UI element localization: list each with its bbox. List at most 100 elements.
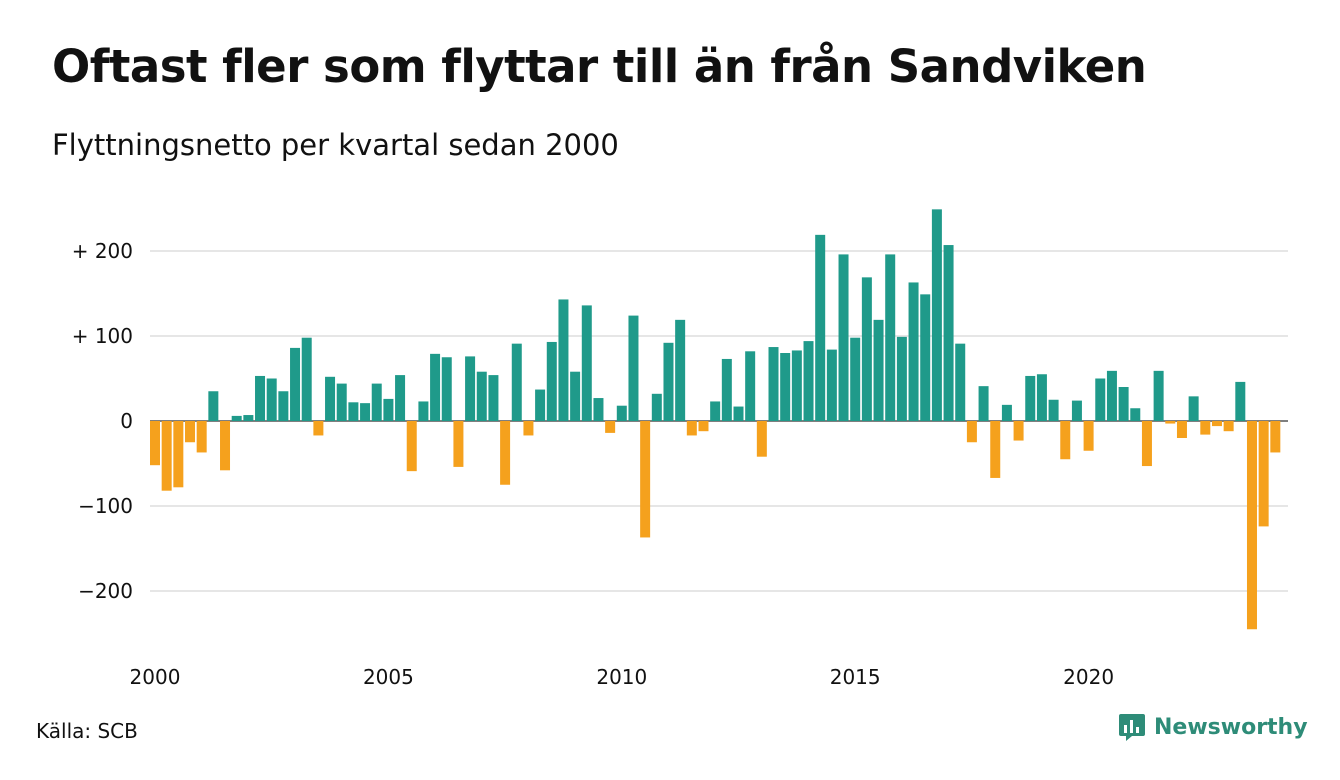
x-tick-label: 2000 xyxy=(130,665,181,689)
bar xyxy=(173,421,184,488)
bar xyxy=(873,319,884,421)
bar xyxy=(838,254,849,421)
bar xyxy=(1176,421,1187,438)
bar xyxy=(966,421,977,443)
bar xyxy=(441,357,452,421)
bar xyxy=(1258,421,1269,527)
bar xyxy=(535,389,546,421)
bar xyxy=(1071,400,1082,421)
bar xyxy=(161,421,172,491)
bar xyxy=(581,305,592,421)
bar xyxy=(1036,374,1047,421)
bar xyxy=(360,403,371,421)
bar xyxy=(1025,375,1036,421)
bar xyxy=(500,421,511,485)
bars xyxy=(150,209,1281,630)
bar xyxy=(395,375,406,421)
bar xyxy=(640,421,651,538)
bar xyxy=(185,421,196,443)
bar xyxy=(1106,370,1117,421)
bar xyxy=(651,393,662,421)
bar xyxy=(313,421,324,436)
bar xyxy=(908,282,919,421)
y-tick-label: + 100 xyxy=(72,324,133,348)
bar xyxy=(1270,421,1281,453)
bar xyxy=(150,421,160,466)
bar xyxy=(465,356,476,421)
chart-title: Oftast fler som flyttar till än från San… xyxy=(52,40,1147,93)
bar xyxy=(266,378,277,421)
bar xyxy=(1200,421,1211,435)
bar xyxy=(231,415,242,421)
bar xyxy=(220,421,231,471)
bar xyxy=(1141,421,1152,467)
bar xyxy=(1153,370,1164,421)
bar xyxy=(476,371,487,421)
x-tick-label: 2005 xyxy=(363,665,414,689)
bar xyxy=(768,347,779,421)
bar xyxy=(208,391,219,421)
bar xyxy=(616,405,627,421)
bar xyxy=(605,421,616,433)
x-axis-ticks: 2000 2005 2010 2015 2020 xyxy=(130,665,1115,689)
bar xyxy=(1095,378,1106,421)
bar xyxy=(920,294,931,421)
bar xyxy=(488,375,499,421)
brand-name: Newsworthy xyxy=(1154,714,1308,740)
bar xyxy=(675,319,686,421)
bar xyxy=(371,383,382,421)
bar xyxy=(546,341,557,421)
bar xyxy=(826,349,837,421)
bar xyxy=(1165,421,1176,424)
bar xyxy=(1223,421,1234,432)
bar xyxy=(663,342,674,421)
y-tick-label: 0 xyxy=(120,409,133,433)
bar xyxy=(418,401,429,421)
bar xyxy=(710,401,721,421)
x-tick-label: 2020 xyxy=(1063,665,1114,689)
bar xyxy=(453,421,464,467)
bar xyxy=(1235,381,1246,421)
bar xyxy=(990,421,1001,478)
bar xyxy=(1130,408,1141,421)
bar xyxy=(628,315,639,421)
bar xyxy=(383,398,394,421)
x-tick-label: 2015 xyxy=(830,665,881,689)
bar xyxy=(943,245,954,421)
x-tick-label: 2010 xyxy=(596,665,647,689)
y-tick-label: −200 xyxy=(78,579,133,603)
bar xyxy=(721,358,732,421)
bar xyxy=(430,353,441,421)
bar xyxy=(756,421,767,457)
bar xyxy=(196,421,207,453)
y-tick-label: + 200 xyxy=(72,239,133,263)
bar xyxy=(290,347,301,421)
bar xyxy=(511,343,522,421)
bar xyxy=(686,421,697,436)
bar xyxy=(301,337,312,421)
bar xyxy=(1001,404,1012,421)
bar xyxy=(523,421,534,436)
bar xyxy=(791,350,802,421)
bar xyxy=(931,209,942,421)
bar xyxy=(803,341,814,421)
bar xyxy=(406,421,417,472)
bar xyxy=(733,406,744,421)
bar xyxy=(348,402,359,421)
bar xyxy=(255,375,266,421)
bar-chart: + 200 + 100 0 −100 −200 2000 2005 2010 2015 2020 xyxy=(72,209,1288,689)
brand-logo: Newsworthy xyxy=(1118,712,1308,742)
y-axis-ticks: + 200 + 100 0 −100 −200 xyxy=(72,239,133,603)
bar xyxy=(1211,421,1222,427)
source-note: Källa: SCB xyxy=(36,719,138,743)
y-tick-label: −100 xyxy=(78,494,133,518)
bar xyxy=(1188,396,1199,421)
bar xyxy=(955,343,966,421)
bar xyxy=(745,351,756,421)
bar xyxy=(815,234,826,421)
bar xyxy=(570,371,581,421)
bar xyxy=(698,421,709,432)
bar xyxy=(325,376,336,421)
bar xyxy=(593,398,604,421)
bar xyxy=(1246,421,1257,630)
